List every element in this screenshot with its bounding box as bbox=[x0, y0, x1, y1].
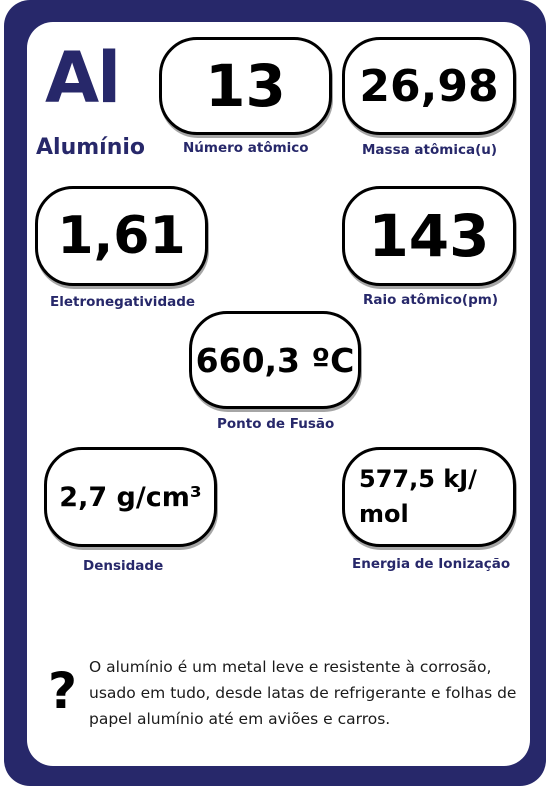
atomic-radius-label: Raio atômico(pm) bbox=[363, 292, 498, 308]
melting-point-box: 660,3 ºC bbox=[189, 311, 361, 409]
element-name: Alumínio bbox=[36, 135, 146, 160]
ionization-energy-box: 577,5 kJ/ mol bbox=[342, 447, 516, 547]
melting-point-label: Ponto de Fusão bbox=[217, 416, 335, 432]
atomic-number-value: 13 bbox=[205, 52, 286, 120]
atomic-mass-box: 26,98 bbox=[342, 37, 516, 135]
atomic-radius-value: 143 bbox=[368, 202, 490, 270]
ionization-energy-value-line2: mol bbox=[359, 500, 409, 528]
fact-text: O alumínio é um metal leve e resistente … bbox=[89, 658, 517, 728]
melting-point-value: 660,3 ºC bbox=[195, 340, 355, 380]
density-value: 2,7 g/cm³ bbox=[59, 481, 202, 513]
density-label: Densidade bbox=[83, 558, 164, 574]
density-box: 2,7 g/cm³ bbox=[44, 447, 217, 547]
ionization-energy-value-line1: 577,5 kJ/ bbox=[359, 465, 477, 494]
electronegativity-label: Eletronegatividade bbox=[50, 294, 196, 310]
electronegativity-value: 1,61 bbox=[57, 206, 186, 266]
atomic-number-label: Número atômico bbox=[183, 140, 309, 156]
electronegativity-box: 1,61 bbox=[35, 186, 208, 286]
question-mark-icon: ? bbox=[48, 662, 78, 720]
atomic-mass-label: Massa atômica(u) bbox=[362, 142, 498, 158]
ionization-energy-label: Energia de Ionização bbox=[352, 556, 511, 572]
atomic-mass-value: 26,98 bbox=[359, 60, 499, 112]
element-symbol: Al bbox=[45, 37, 121, 119]
atomic-number-box: 13 bbox=[159, 37, 332, 135]
atomic-radius-box: 143 bbox=[342, 186, 516, 286]
